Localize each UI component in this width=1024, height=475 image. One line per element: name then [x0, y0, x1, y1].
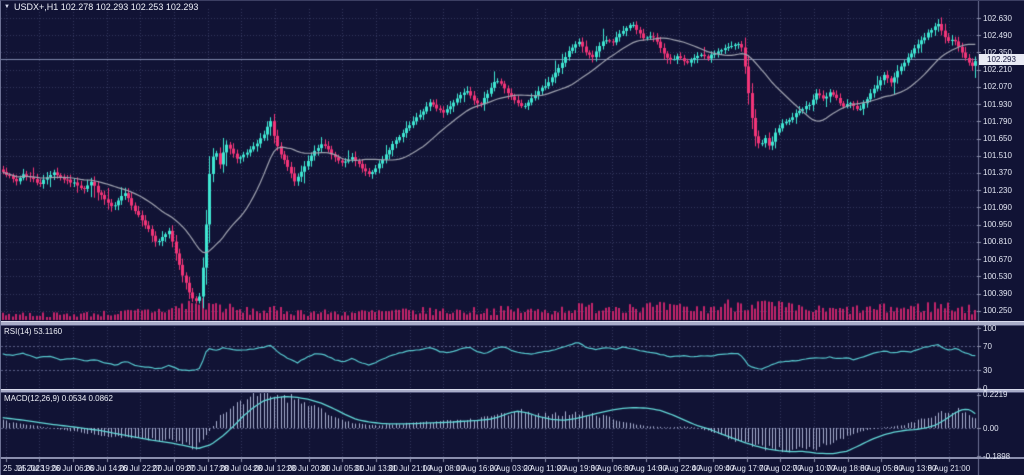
current-price-tag: 102.293 — [979, 54, 1024, 65]
pane-separator-rsi[interactable] — [1, 321, 1024, 326]
time-axis-label: 2 Aug 03:00 — [489, 464, 533, 473]
pane-separator-macd[interactable] — [1, 389, 1024, 393]
time-axis-label: 2 Aug 11:00 — [523, 464, 566, 473]
price-axis-label: 100.390 — [983, 289, 1012, 299]
price-axis-label: 102.630 — [983, 13, 1012, 23]
price-axis-label: 101.510 — [983, 151, 1012, 161]
time-axis-label: 31 Jul 21:00 — [387, 464, 432, 473]
time-axis-label: 25 Jul 2023 — [3, 464, 45, 473]
time-axis-label: 28 Jul 04:00 — [219, 464, 264, 473]
time-axis-label: 28 Jul 12:00 — [253, 464, 297, 473]
price-axis-label: 101.090 — [983, 202, 1012, 212]
price-axis-label: 102.070 — [983, 82, 1012, 92]
price-axis-label: 100.810 — [983, 237, 1012, 247]
time-axis-label: 1 Aug 08:00 — [422, 464, 465, 473]
time-axis-label: 28 Jul 20:00 — [286, 464, 331, 473]
price-axis-label: 101.790 — [983, 116, 1012, 126]
time-axis-label: 4 Aug 09:00 — [691, 464, 735, 473]
time-axis-label: 3 Aug 06:00 — [590, 464, 634, 473]
time-axis-label: 26 Jul 22:00 — [118, 464, 163, 473]
time-axis-label: 4 Aug 17:00 — [725, 464, 769, 473]
price-axis-label: 100.530 — [983, 271, 1012, 281]
time-axis-label: 31 Jul 13:00 — [354, 464, 398, 473]
price-axis-label: 102.210 — [983, 65, 1012, 75]
rsi-label: RSI(14) 53.1160 — [4, 327, 63, 336]
chart-title: USDX+,H1 102.278 102.293 102.253 102.293 — [13, 2, 199, 12]
time-axis-label: 27 Jul 17:00 — [185, 464, 230, 473]
time-axis-label: 7 Aug 10:00 — [792, 464, 836, 473]
time-axis-label: 8 Aug 21:00 — [927, 464, 971, 473]
time-axis-label: 2 Aug 19:00 — [556, 464, 600, 473]
price-axis-label: 101.370 — [983, 168, 1012, 178]
time-axis-label: 3 Aug 22:00 — [657, 464, 701, 473]
time-axis-label: 8 Aug 05:00 — [860, 464, 903, 473]
time-axis-label: 26 Jul 06:00 — [51, 464, 95, 473]
time-axis-label: 26 Jul 14:00 — [84, 464, 129, 473]
price-axis-label: 101.930 — [983, 99, 1012, 109]
time-axis-label: 7 Aug 02:00 — [759, 464, 802, 473]
price-axis-label: 101.650 — [983, 134, 1012, 144]
rsi-axis-label: 100 — [983, 323, 997, 333]
chart-title-bar: ▼ USDX+,H1 102.278 102.293 102.253 102.2… — [4, 2, 198, 13]
rsi-axis-label: 30 — [983, 365, 992, 375]
price-axis-label: 102.350 — [983, 47, 1012, 57]
price-axis-label: 100.250 — [983, 306, 1012, 316]
time-axis-label: 27 Jul 09:00 — [152, 464, 196, 473]
time-axis-label: 7 Aug 18:00 — [826, 464, 870, 473]
macd-axis-label: -0.1898 — [983, 451, 1011, 461]
time-axis-label: 3 Aug 14:00 — [624, 464, 667, 473]
price-axis-label: 102.490 — [983, 30, 1012, 40]
collapse-chart-icon[interactable]: ▼ — [4, 4, 10, 10]
macd-axis-label: 0.2219 — [983, 390, 1008, 400]
rsi-axis-label: 70 — [983, 341, 992, 351]
time-axis-label: 31 Jul 05:00 — [320, 464, 365, 473]
rsi-axis-label: 0 — [983, 383, 988, 393]
time-axis-label: 25 Jul 19:00 — [17, 464, 61, 473]
macd-axis-label: 0.00 — [983, 423, 999, 433]
price-axis-label: 100.670 — [983, 254, 1012, 264]
price-axis-label: 100.950 — [983, 220, 1012, 230]
macd-label: MACD(12,26,9) 0.0534 0.0862 — [4, 394, 113, 403]
time-axis-label: 8 Aug 13:00 — [893, 464, 937, 473]
price-axis-label: 101.230 — [983, 185, 1012, 195]
time-axis-label: 1 Aug 16:00 — [455, 464, 499, 473]
time-axis-separator — [1, 457, 1024, 459]
